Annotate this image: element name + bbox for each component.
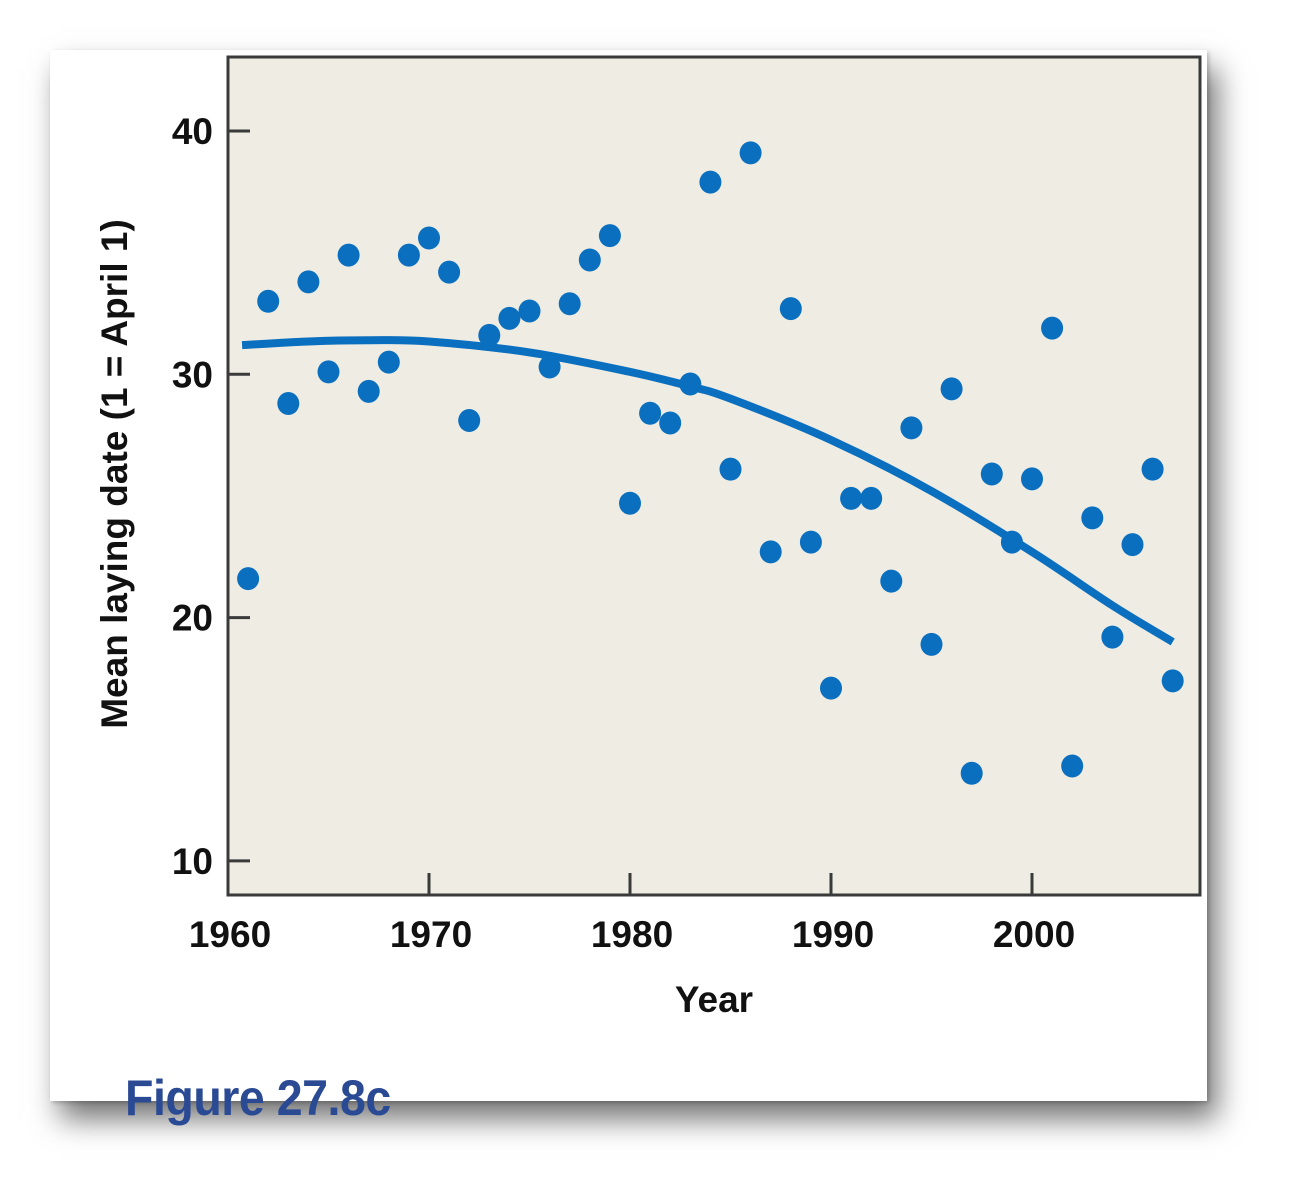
data-point [1121, 533, 1144, 557]
data-points [237, 141, 1184, 785]
data-point [578, 248, 601, 272]
data-point [357, 379, 380, 403]
data-point [418, 226, 440, 250]
x-tick-label: 1990 [792, 914, 874, 955]
data-point [619, 491, 641, 515]
x-tick-label: 2000 [993, 914, 1075, 955]
data-point [840, 486, 863, 510]
data-point [1021, 467, 1043, 491]
data-point [1000, 530, 1023, 554]
data-point [679, 372, 702, 396]
data-point [237, 567, 260, 591]
data-point [900, 416, 923, 440]
data-point [297, 270, 320, 294]
data-point [377, 350, 400, 374]
data-point [639, 401, 662, 425]
data-point [739, 141, 762, 165]
data-point [317, 360, 340, 384]
data-point [880, 569, 903, 593]
data-point [1041, 316, 1064, 340]
x-tick-label: 1970 [390, 914, 472, 955]
y-axis-ticks: 10 20 30 40 [172, 111, 250, 882]
data-point [277, 391, 300, 415]
data-point [498, 306, 521, 330]
data-point [699, 170, 722, 194]
y-tick-label: 30 [172, 354, 213, 395]
data-point [980, 462, 1003, 486]
scatter-chart: 10 20 30 40 1960 1970 1980 1990 2000 Year Mean … [94, 55, 1202, 1020]
data-point [397, 243, 420, 267]
data-point [518, 299, 541, 323]
data-point [940, 377, 963, 401]
data-point [659, 411, 682, 435]
data-point [960, 761, 983, 785]
data-point [1101, 625, 1124, 649]
x-tick-label: 1980 [591, 914, 673, 955]
data-point [860, 486, 883, 510]
data-point [337, 243, 360, 267]
data-point [719, 457, 742, 481]
data-point [538, 355, 561, 379]
figure-caption: Figure 27.8c [125, 1070, 391, 1126]
data-point [438, 260, 461, 284]
data-point [820, 676, 842, 700]
y-tick-label: 40 [172, 111, 213, 152]
data-point [1141, 457, 1164, 481]
data-point [759, 540, 782, 564]
data-point [558, 292, 581, 316]
y-axis-title: Mean laying date (1 = April 1) [94, 219, 135, 729]
data-point [779, 297, 802, 321]
x-axis-title: Year [675, 979, 753, 1020]
data-point [1161, 669, 1184, 693]
y-tick-label: 20 [172, 598, 213, 639]
data-point [478, 323, 501, 347]
data-point [1061, 754, 1084, 778]
data-point [598, 224, 621, 248]
y-tick-label: 10 [172, 841, 213, 882]
data-point [257, 289, 280, 313]
data-point [1081, 506, 1104, 530]
figure-card: 10 20 30 40 1960 1970 1980 1990 2000 Year Mean … [50, 50, 1207, 1123]
data-point [799, 530, 822, 554]
data-point [920, 632, 943, 656]
x-tick-label: 1960 [189, 914, 271, 955]
x-axis-ticks: 1960 1970 1980 1990 2000 [189, 873, 1075, 955]
data-point [458, 409, 481, 433]
